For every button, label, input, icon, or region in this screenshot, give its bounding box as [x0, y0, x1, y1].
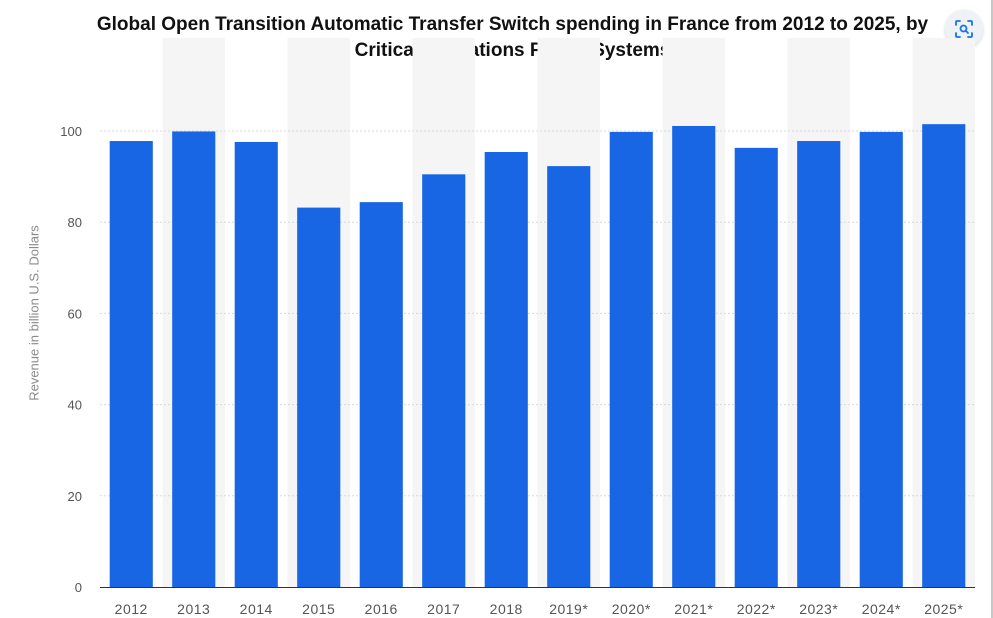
x-tick-label: 2013	[177, 601, 210, 617]
bar[interactable]	[109, 141, 153, 588]
bar[interactable]	[484, 151, 528, 587]
x-tick-label: 2019*	[549, 601, 588, 617]
x-tick-label: 2016	[365, 601, 398, 617]
y-tick-label: 80	[68, 215, 82, 230]
bar[interactable]	[297, 207, 341, 587]
bar[interactable]	[859, 131, 903, 588]
x-tick-label: 2022*	[737, 601, 776, 617]
zoom-scan-icon	[955, 20, 973, 38]
bar[interactable]	[672, 125, 716, 587]
x-tick-label: 2023*	[799, 601, 838, 617]
bar[interactable]	[797, 141, 841, 588]
y-axis-ticks: 0 20 40 60 80 100	[60, 124, 82, 595]
bar[interactable]	[172, 131, 216, 587]
bar[interactable]	[422, 174, 466, 587]
x-axis-ticks: 2012 2013 2014 2015 2016 2017 2018 2019* 2020* 20…	[115, 601, 963, 617]
x-tick-label: 2024*	[862, 601, 901, 617]
x-tick-label: 2014	[240, 601, 273, 617]
bar[interactable]	[609, 131, 653, 588]
y-tick-label: 40	[68, 398, 82, 413]
x-tick-label: 2021*	[674, 601, 713, 617]
y-tick-label: 100	[60, 124, 82, 139]
x-tick-label: 2020*	[612, 601, 651, 617]
x-tick-label: 2012	[115, 601, 148, 617]
bar[interactable]	[922, 124, 966, 587]
chart-title-line-1: Global Open Transition Automatic Transfe…	[96, 14, 929, 35]
x-tick-label: 2018	[490, 601, 523, 617]
bar[interactable]	[547, 166, 591, 587]
bars	[109, 124, 966, 588]
bar[interactable]	[359, 202, 403, 588]
y-tick-label: 20	[68, 489, 82, 504]
x-tick-label: 2017	[427, 601, 460, 617]
bar[interactable]	[234, 141, 278, 587]
y-tick-label: 60	[68, 306, 82, 321]
x-tick-label: 2025*	[924, 601, 963, 617]
bar[interactable]	[734, 147, 778, 587]
y-tick-label: 0	[75, 580, 82, 595]
x-tick-label: 2015	[302, 601, 335, 617]
